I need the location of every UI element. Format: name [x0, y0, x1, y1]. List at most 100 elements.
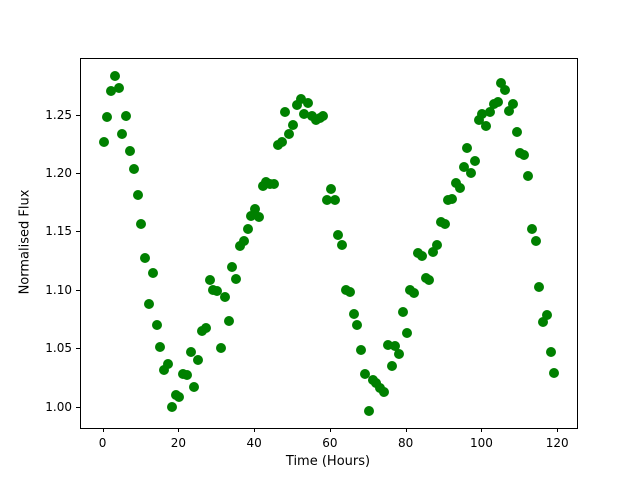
data-point	[125, 145, 136, 156]
data-point	[113, 82, 124, 93]
data-point	[511, 126, 522, 137]
data-point	[227, 262, 238, 273]
data-point	[212, 285, 223, 296]
x-tick-label: 40	[246, 436, 262, 450]
data-point	[356, 345, 367, 356]
data-point	[541, 310, 552, 321]
data-point	[462, 143, 473, 154]
data-point	[416, 250, 427, 261]
y-tick-mark	[76, 231, 80, 233]
data-point	[238, 235, 249, 246]
x-tick-mark	[405, 428, 407, 432]
data-point	[382, 339, 393, 350]
data-point	[447, 193, 458, 204]
data-point	[359, 368, 370, 379]
x-tick-mark	[557, 428, 559, 432]
data-point	[378, 387, 389, 398]
data-point	[545, 346, 556, 357]
data-point	[352, 319, 363, 330]
data-point	[295, 94, 306, 105]
data-point	[166, 401, 177, 412]
y-tick-mark	[76, 289, 80, 291]
data-point	[98, 137, 109, 148]
y-tick-label: 1.20	[45, 165, 72, 180]
data-point	[458, 161, 469, 172]
data-point	[193, 354, 204, 365]
data-point	[231, 274, 242, 285]
data-point	[439, 219, 450, 230]
data-point	[280, 107, 291, 118]
data-point	[454, 182, 465, 193]
y-tick-label: 1.10	[45, 282, 72, 297]
data-point	[322, 194, 333, 205]
data-point	[189, 381, 200, 392]
data-point	[132, 190, 143, 200]
y-axis-label: Normalised Flux	[17, 189, 33, 295]
data-point	[333, 229, 344, 240]
data-point	[128, 164, 139, 175]
data-point	[318, 110, 329, 121]
data-point	[477, 109, 488, 120]
data-point	[386, 360, 397, 371]
data-point	[269, 179, 280, 190]
data-point	[246, 211, 257, 222]
data-point	[492, 96, 503, 107]
data-point	[329, 194, 340, 205]
data-point	[162, 359, 173, 370]
data-point	[397, 306, 408, 317]
y-tick-label: 1.00	[45, 399, 72, 414]
x-tick-mark	[329, 428, 331, 432]
data-point	[181, 369, 192, 380]
data-point	[284, 129, 295, 140]
data-point	[469, 156, 480, 167]
data-point	[549, 367, 560, 378]
data-point	[185, 346, 196, 357]
data-point	[409, 288, 420, 299]
data-point	[394, 348, 405, 359]
data-point	[337, 240, 348, 251]
data-point	[519, 150, 530, 161]
data-point	[390, 340, 401, 351]
data-point	[303, 97, 314, 108]
data-point	[466, 167, 477, 178]
data-point	[424, 275, 435, 286]
y-tick-mark	[76, 114, 80, 116]
data-point	[534, 282, 545, 293]
data-point	[223, 316, 234, 327]
data-point	[431, 240, 442, 251]
data-point	[538, 317, 549, 328]
data-point	[159, 365, 170, 376]
data-point	[151, 319, 162, 330]
data-point	[250, 204, 261, 215]
data-point	[106, 86, 117, 97]
data-point	[117, 129, 128, 140]
data-point	[496, 77, 507, 88]
data-point	[155, 341, 166, 352]
data-point	[530, 235, 541, 246]
data-point	[473, 115, 484, 126]
data-point	[526, 223, 537, 234]
data-point	[174, 392, 185, 403]
data-point	[503, 105, 514, 116]
data-point	[288, 119, 298, 130]
y-tick-label: 1.05	[45, 341, 72, 356]
y-tick-label: 1.25	[45, 107, 72, 122]
data-point	[219, 291, 230, 302]
x-tick-label: 80	[398, 436, 414, 450]
x-tick-label: 60	[322, 436, 338, 450]
data-point	[325, 184, 336, 195]
x-tick-mark	[481, 428, 483, 432]
data-point	[291, 100, 302, 111]
data-point	[276, 137, 287, 148]
data-point	[363, 406, 374, 417]
data-point	[253, 212, 264, 223]
x-tick-mark	[178, 428, 180, 432]
x-tick-mark	[254, 428, 256, 432]
data-point	[200, 323, 211, 334]
data-point	[485, 107, 496, 118]
data-point	[522, 171, 533, 182]
data-point	[242, 223, 253, 234]
data-point	[428, 247, 439, 258]
x-tick-label: 100	[470, 436, 493, 450]
